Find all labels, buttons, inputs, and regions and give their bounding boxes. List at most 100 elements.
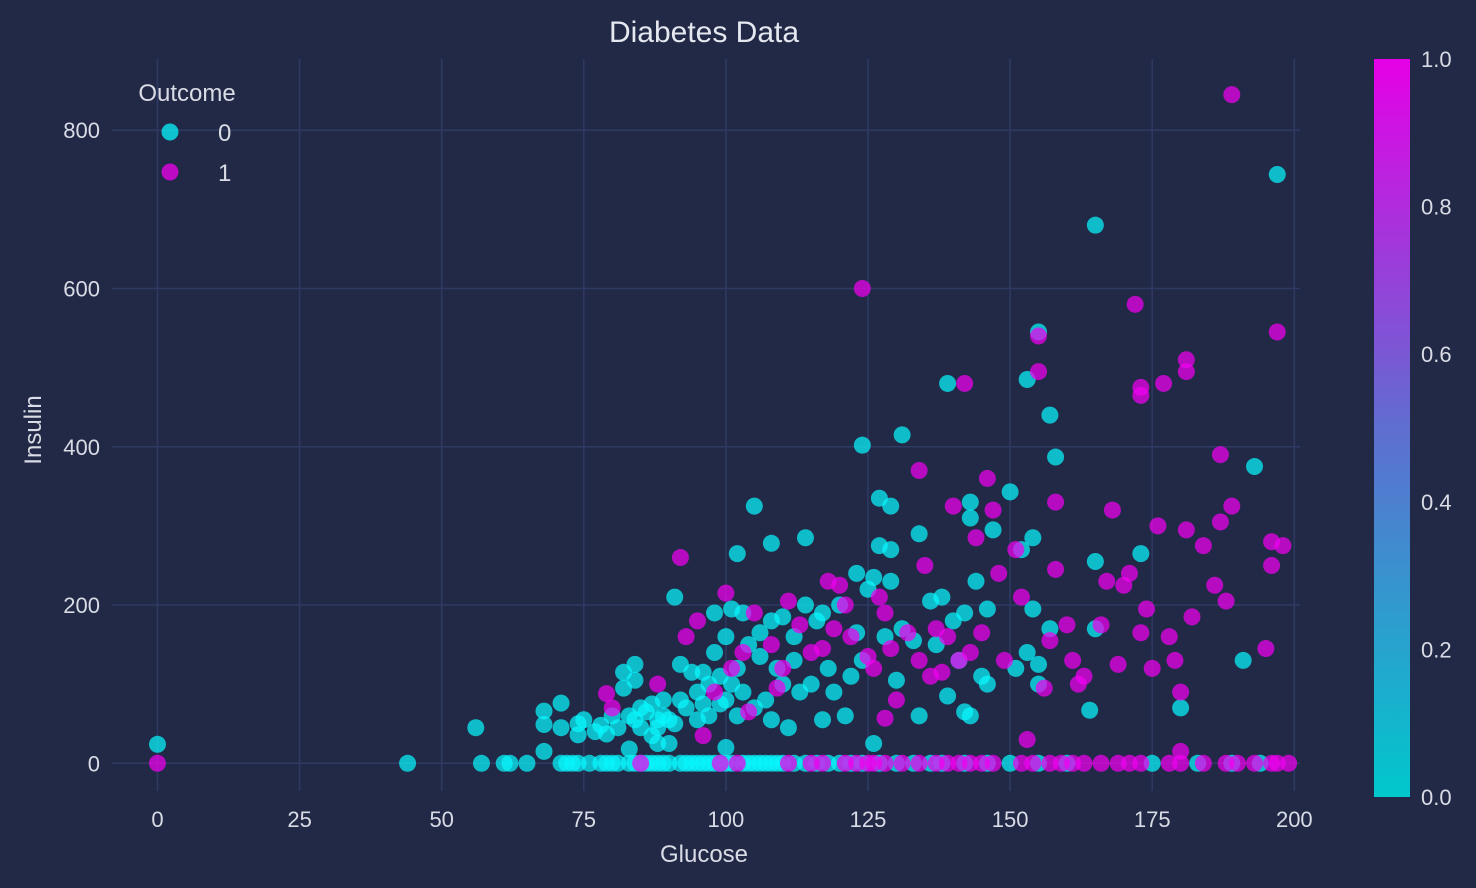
data-point-outcome-1 [961,644,979,662]
data-point-outcome-0 [518,754,536,772]
data-point-outcome-0 [1024,529,1042,547]
data-point-outcome-1 [893,754,911,772]
data-point-outcome-0 [1018,644,1036,662]
data-point-outcome-0 [967,572,985,590]
data-point-outcome-0 [677,699,695,717]
y-tick-label: 400 [63,435,100,460]
data-point-outcome-1 [706,683,724,701]
x-tick-label: 200 [1276,807,1313,832]
data-point-outcome-0 [751,624,769,642]
data-point-outcome-0 [939,374,957,392]
data-point-outcome-1 [1064,651,1082,669]
data-point-outcome-1 [1177,521,1195,539]
data-point-outcome-1 [740,703,758,721]
data-point-outcome-1 [1143,659,1161,677]
data-point-outcome-1 [1172,683,1190,701]
data-point-outcome-1 [603,699,621,717]
data-point-outcome-1 [984,754,1002,772]
data-point-outcome-0 [933,588,951,606]
data-point-outcome-1 [1103,501,1121,519]
data-point-outcome-1 [1075,667,1093,685]
data-point-outcome-0 [814,711,832,729]
legend-label-0: 0 [218,120,231,147]
data-point-outcome-0 [774,608,792,626]
data-point-outcome-1 [1177,363,1195,381]
data-point-outcome-1 [967,529,985,547]
data-point-outcome-1 [1223,497,1241,515]
x-tick-label: 100 [708,807,745,832]
data-point-outcome-0 [1041,620,1059,638]
data-point-outcome-0 [956,604,974,622]
colorbar-tick-label: 0.0 [1421,785,1452,810]
data-point-outcome-1 [973,624,991,642]
data-point-outcome-1 [1018,731,1036,749]
data-point-outcome-1 [831,576,849,594]
data-point-outcome-1 [1274,537,1292,555]
x-tick-label: 25 [287,807,311,832]
data-point-outcome-1 [939,628,957,646]
data-point-outcome-0 [865,735,883,753]
data-point-outcome-1 [688,612,706,630]
data-point-outcome-0 [472,754,490,772]
data-point-outcome-1 [1132,624,1150,642]
colorbar-tick-label: 0.2 [1421,637,1452,662]
legend: Outcome 0 1 [138,80,235,187]
data-point-outcome-0 [700,707,718,725]
x-tick-label: 150 [992,807,1029,832]
data-point-outcome-0 [467,719,485,737]
x-tick-label: 125 [850,807,887,832]
x-tick-label: 75 [572,807,596,832]
data-point-outcome-1 [1166,651,1184,669]
data-point-outcome-1 [1047,493,1065,511]
data-point-outcome-1 [1047,560,1065,578]
data-point-outcome-0 [620,740,638,758]
data-point-outcome-0 [762,711,780,729]
data-point-outcome-0 [1081,701,1099,719]
data-point-outcome-1 [1024,754,1042,772]
data-point-outcome-1 [1092,616,1110,634]
legend-marker-0 [161,123,179,141]
data-point-outcome-1 [1211,513,1229,531]
data-point-outcome-1 [1120,564,1138,582]
data-point-outcome-0 [910,707,928,725]
data-point-outcome-0 [978,600,996,618]
y-axis-label: Insulin [20,395,47,464]
data-point-outcome-0 [654,691,672,709]
data-point-outcome-0 [961,707,979,725]
y-tick-label: 600 [63,276,100,301]
data-point-outcome-0 [825,683,843,701]
data-point-outcome-1 [1172,754,1190,772]
data-point-outcome-1 [825,620,843,638]
data-point-outcome-0 [148,735,166,753]
data-point-outcome-1 [1155,374,1173,392]
data-point-outcome-0 [728,545,746,563]
legend-marker-1 [161,163,179,181]
data-point-outcome-0 [717,628,735,646]
y-tick-labels: 0 200 400 600 800 [63,118,100,776]
data-point-outcome-1 [842,628,860,646]
points-layer [148,86,1298,772]
data-point-outcome-0 [757,691,775,709]
data-point-outcome-0 [836,707,854,725]
data-point-outcome-1 [910,651,928,669]
data-point-outcome-1 [1030,327,1048,345]
data-point-outcome-0 [706,604,724,622]
data-point-outcome-1 [910,754,928,772]
chart-title: Diabetes Data [609,16,799,49]
colorbar-tick-label: 0.4 [1421,490,1452,515]
data-point-outcome-0 [1001,483,1019,501]
data-point-outcome-0 [552,694,570,712]
data-point-outcome-1 [1160,628,1178,646]
data-point-outcome-0 [535,716,553,734]
x-tick-labels: 0 25 50 75 100 125 150 175 200 [151,807,1312,832]
data-point-outcome-1 [1098,572,1116,590]
data-point-outcome-1 [1126,295,1144,313]
data-point-outcome-1 [779,592,797,610]
data-point-outcome-1 [762,636,780,654]
data-point-outcome-0 [978,675,996,693]
data-point-outcome-1 [933,663,951,681]
data-point-outcome-0 [706,644,724,662]
data-point-outcome-1 [1132,386,1150,404]
data-point-outcome-1 [1257,640,1275,658]
data-point-outcome-1 [711,754,729,772]
